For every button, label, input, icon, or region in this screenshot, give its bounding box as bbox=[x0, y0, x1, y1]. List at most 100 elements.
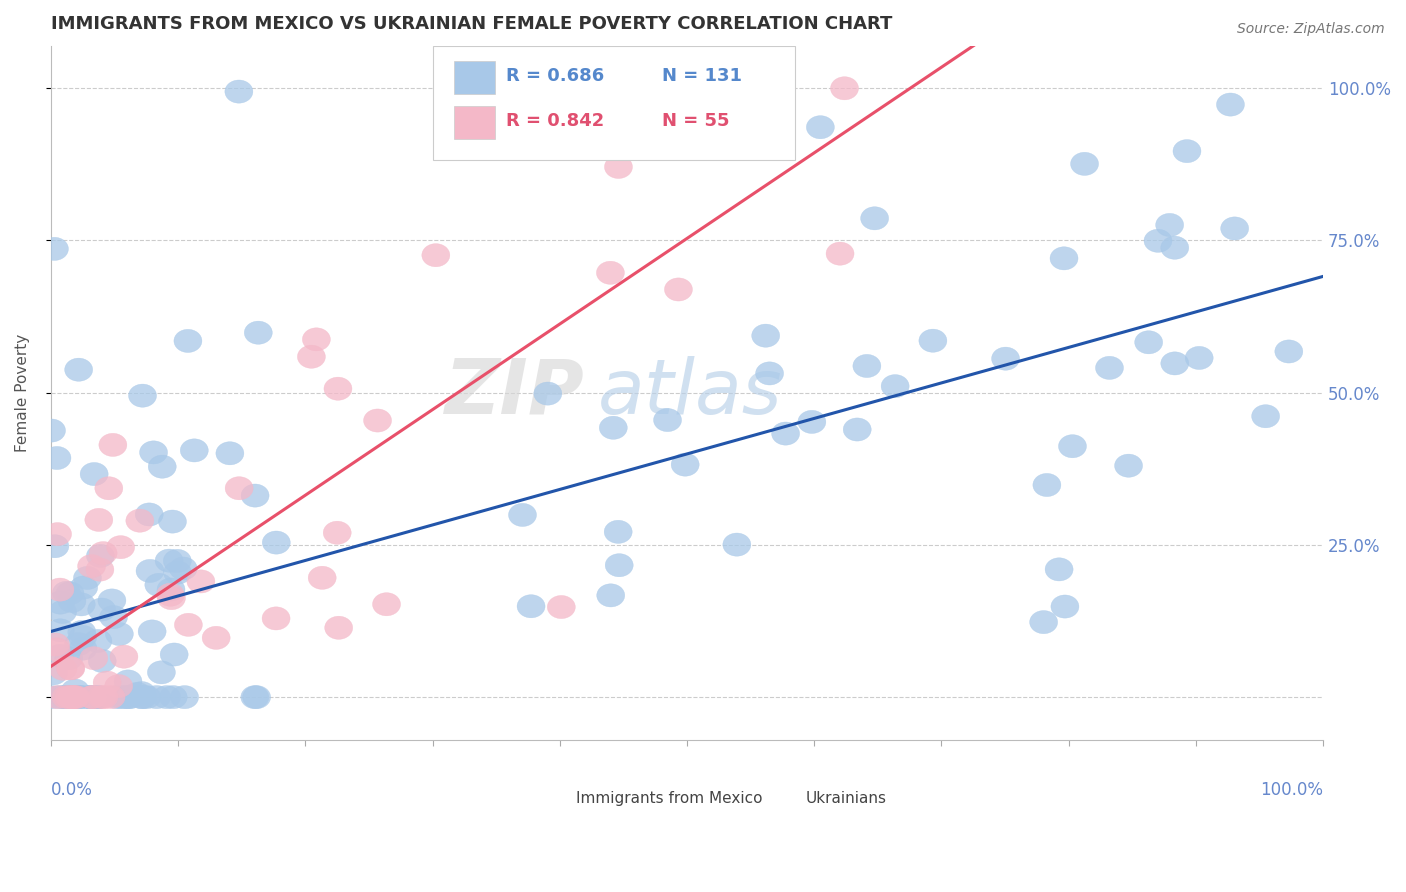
Ellipse shape bbox=[80, 647, 108, 670]
Ellipse shape bbox=[128, 681, 156, 705]
Ellipse shape bbox=[155, 549, 183, 573]
Ellipse shape bbox=[187, 570, 215, 593]
Ellipse shape bbox=[860, 207, 889, 230]
Text: N = 55: N = 55 bbox=[662, 112, 730, 129]
Ellipse shape bbox=[69, 625, 97, 648]
Ellipse shape bbox=[262, 607, 290, 630]
FancyBboxPatch shape bbox=[527, 789, 567, 809]
Ellipse shape bbox=[159, 510, 187, 533]
Ellipse shape bbox=[1161, 351, 1189, 375]
Ellipse shape bbox=[157, 578, 186, 601]
Ellipse shape bbox=[41, 534, 69, 558]
Ellipse shape bbox=[82, 686, 110, 709]
Text: ZIP: ZIP bbox=[446, 356, 585, 430]
Ellipse shape bbox=[97, 686, 125, 709]
Ellipse shape bbox=[721, 77, 749, 100]
Ellipse shape bbox=[517, 595, 546, 618]
Ellipse shape bbox=[202, 626, 231, 649]
Ellipse shape bbox=[128, 686, 156, 709]
Ellipse shape bbox=[882, 375, 910, 398]
FancyBboxPatch shape bbox=[756, 789, 796, 809]
Ellipse shape bbox=[1095, 356, 1123, 379]
FancyBboxPatch shape bbox=[454, 106, 495, 139]
Ellipse shape bbox=[44, 446, 70, 469]
Ellipse shape bbox=[807, 116, 834, 139]
Ellipse shape bbox=[60, 686, 89, 709]
Ellipse shape bbox=[665, 278, 692, 301]
FancyBboxPatch shape bbox=[454, 61, 495, 95]
Y-axis label: Female Poverty: Female Poverty bbox=[15, 334, 30, 452]
Ellipse shape bbox=[136, 559, 165, 582]
Ellipse shape bbox=[142, 686, 170, 709]
Text: R = 0.842: R = 0.842 bbox=[506, 112, 605, 129]
Ellipse shape bbox=[1216, 93, 1244, 116]
Ellipse shape bbox=[79, 686, 105, 709]
Ellipse shape bbox=[114, 670, 142, 693]
Ellipse shape bbox=[67, 686, 96, 709]
Ellipse shape bbox=[52, 686, 80, 709]
Ellipse shape bbox=[93, 671, 121, 694]
Ellipse shape bbox=[169, 557, 197, 580]
Ellipse shape bbox=[53, 686, 82, 709]
Ellipse shape bbox=[132, 686, 160, 709]
Ellipse shape bbox=[110, 645, 138, 668]
Ellipse shape bbox=[159, 686, 187, 709]
Ellipse shape bbox=[83, 686, 111, 709]
Ellipse shape bbox=[605, 554, 633, 577]
Ellipse shape bbox=[59, 686, 86, 709]
Ellipse shape bbox=[42, 633, 69, 657]
Ellipse shape bbox=[831, 77, 859, 100]
Ellipse shape bbox=[1173, 139, 1201, 162]
Ellipse shape bbox=[308, 566, 336, 590]
Ellipse shape bbox=[90, 686, 118, 709]
Ellipse shape bbox=[84, 630, 112, 653]
Ellipse shape bbox=[148, 455, 176, 478]
Ellipse shape bbox=[920, 329, 946, 352]
Ellipse shape bbox=[596, 261, 624, 285]
Ellipse shape bbox=[67, 621, 96, 643]
Text: N = 131: N = 131 bbox=[662, 67, 741, 85]
Ellipse shape bbox=[605, 155, 633, 178]
Ellipse shape bbox=[98, 434, 127, 457]
Ellipse shape bbox=[65, 358, 93, 381]
Ellipse shape bbox=[114, 686, 142, 709]
Ellipse shape bbox=[156, 583, 184, 607]
Text: atlas: atlas bbox=[598, 356, 782, 430]
Ellipse shape bbox=[67, 593, 96, 616]
Ellipse shape bbox=[547, 596, 575, 618]
Ellipse shape bbox=[1115, 454, 1143, 477]
Ellipse shape bbox=[325, 616, 353, 640]
Ellipse shape bbox=[654, 409, 682, 432]
Ellipse shape bbox=[84, 686, 112, 709]
Ellipse shape bbox=[37, 686, 65, 709]
Ellipse shape bbox=[55, 686, 83, 709]
Ellipse shape bbox=[105, 623, 134, 646]
Ellipse shape bbox=[41, 237, 69, 260]
Ellipse shape bbox=[87, 686, 115, 709]
Ellipse shape bbox=[76, 686, 104, 709]
Ellipse shape bbox=[1033, 474, 1062, 497]
Ellipse shape bbox=[163, 549, 191, 573]
Ellipse shape bbox=[302, 328, 330, 351]
Ellipse shape bbox=[1275, 340, 1303, 363]
Ellipse shape bbox=[364, 409, 391, 432]
Ellipse shape bbox=[55, 686, 83, 709]
Ellipse shape bbox=[75, 686, 103, 709]
Ellipse shape bbox=[98, 589, 127, 612]
Ellipse shape bbox=[128, 686, 156, 709]
Ellipse shape bbox=[125, 509, 153, 533]
Ellipse shape bbox=[63, 686, 91, 709]
Ellipse shape bbox=[752, 324, 780, 347]
Ellipse shape bbox=[738, 77, 766, 100]
Ellipse shape bbox=[124, 682, 152, 706]
Ellipse shape bbox=[1220, 217, 1249, 240]
Ellipse shape bbox=[46, 578, 75, 601]
Ellipse shape bbox=[671, 453, 699, 476]
Ellipse shape bbox=[128, 384, 156, 408]
Ellipse shape bbox=[138, 620, 166, 643]
Ellipse shape bbox=[135, 503, 163, 526]
Ellipse shape bbox=[1135, 331, 1163, 354]
Ellipse shape bbox=[1156, 213, 1184, 236]
Ellipse shape bbox=[55, 647, 83, 670]
Ellipse shape bbox=[62, 679, 89, 702]
